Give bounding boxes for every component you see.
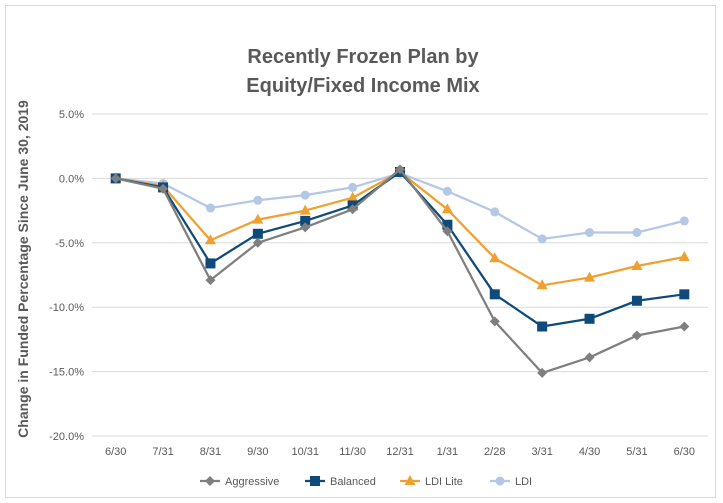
- data-point: [252, 228, 263, 239]
- y-axis-label: Change in Funded Percentage Since June 3…: [15, 100, 31, 438]
- x-tick-label: 12/31: [386, 446, 414, 458]
- x-tick-label: 1/31: [437, 446, 458, 458]
- chart-frame: [5, 5, 716, 498]
- data-point: [252, 237, 263, 248]
- data-point: [205, 258, 216, 269]
- data-point: [679, 216, 689, 226]
- series-line: [115, 170, 685, 287]
- data-point: [310, 476, 320, 486]
- x-tick-label: 7/31: [152, 446, 173, 458]
- y-tick-label: -5.0%: [55, 238, 84, 250]
- data-point: [584, 313, 595, 324]
- data-point: [205, 203, 215, 213]
- data-point: [347, 191, 359, 202]
- y-tick-labels: 5.0% 0.0% -5.0% -10.0% -15.0% -20.0%: [49, 109, 84, 443]
- x-tick-label: 4/30: [579, 446, 600, 458]
- x-tick-label: 6/30: [674, 446, 695, 458]
- data-point: [205, 476, 215, 486]
- series-ldi-lite: [110, 165, 690, 290]
- data-point: [300, 190, 310, 200]
- data-point: [585, 227, 595, 237]
- y-tick-label: 5.0%: [59, 109, 84, 121]
- data-point: [632, 227, 642, 237]
- data-point: [442, 226, 453, 237]
- data-point: [537, 234, 547, 244]
- y-tick-label: 0.0%: [59, 173, 84, 185]
- legend-label: LDI: [515, 476, 532, 488]
- series-group: [110, 164, 690, 378]
- legend-item: LDI: [490, 476, 532, 488]
- gridlines: [92, 113, 708, 437]
- x-tick-label: 5/31: [626, 446, 647, 458]
- data-point: [347, 204, 358, 215]
- data-point: [584, 352, 595, 363]
- data-point: [489, 316, 500, 327]
- data-point: [489, 289, 500, 300]
- data-point: [395, 164, 405, 175]
- legend-item: Aggressive: [200, 476, 279, 488]
- x-tick-label: 10/31: [291, 446, 319, 458]
- data-point: [252, 213, 264, 224]
- data-point: [442, 219, 453, 230]
- data-point: [584, 271, 596, 282]
- y-tick-label: -10.0%: [49, 302, 84, 314]
- data-point: [537, 321, 548, 332]
- data-point: [631, 259, 643, 270]
- legend-item: Balanced: [305, 476, 376, 488]
- chart-title-line-2: Equity/Fixed Income Mix: [246, 75, 479, 97]
- data-point: [536, 279, 548, 290]
- data-point: [110, 173, 121, 184]
- data-point: [495, 476, 505, 486]
- data-point: [205, 275, 216, 286]
- y-tick-label: -20.0%: [49, 431, 84, 443]
- series-ldi: [111, 168, 689, 244]
- data-point: [489, 252, 501, 263]
- legend-label: Balanced: [330, 476, 376, 488]
- data-point: [204, 234, 216, 245]
- x-tick-label: 2/28: [484, 446, 505, 458]
- data-point: [300, 222, 311, 233]
- series-line: [115, 170, 685, 328]
- data-point: [631, 330, 642, 341]
- data-point: [631, 295, 642, 306]
- series-line: [115, 168, 685, 375]
- data-point: [348, 182, 358, 192]
- data-point: [441, 203, 453, 214]
- data-point: [679, 321, 690, 332]
- data-point: [299, 204, 311, 215]
- data-point: [679, 289, 690, 300]
- data-point: [442, 186, 452, 196]
- data-point: [678, 250, 690, 261]
- data-point: [537, 367, 548, 378]
- legend-label: Aggressive: [225, 476, 279, 488]
- x-tick-label: 3/31: [531, 446, 552, 458]
- data-point: [158, 183, 169, 194]
- data-point: [253, 195, 263, 205]
- x-tick-labels: 6/30 7/31 8/31 9/30 10/31 11/30 12/31 1/31 2/28 3…: [105, 446, 695, 458]
- series-aggressive: [110, 164, 690, 378]
- data-point: [404, 475, 416, 485]
- x-tick-label: 6/30: [105, 446, 126, 458]
- x-tick-label: 9/30: [247, 446, 268, 458]
- legend-label: LDI Lite: [425, 476, 463, 488]
- chart-title-line-1: Recently Frozen Plan by: [247, 46, 479, 68]
- x-tick-label: 11/30: [339, 446, 366, 458]
- legend-item: LDI Lite: [400, 475, 463, 488]
- data-point: [490, 207, 500, 217]
- legend: Aggressive Balanced LDI Lite LDI: [200, 475, 532, 488]
- data-point: [300, 215, 311, 226]
- y-tick-label: -15.0%: [49, 367, 84, 379]
- x-tick-label: 8/31: [200, 446, 221, 458]
